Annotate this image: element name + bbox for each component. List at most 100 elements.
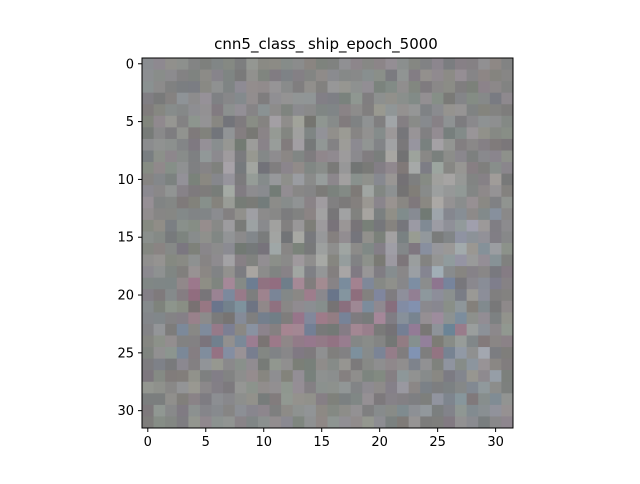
image-cell [211,231,224,244]
image-cell [362,289,375,302]
image-cell [327,104,340,117]
image-cell [397,381,410,394]
image-cell [153,58,166,70]
image-cell [362,254,375,267]
image-cell [281,231,294,244]
image-cell [397,416,410,429]
image-cell [327,289,340,302]
image-cell [408,150,421,163]
image-cell [431,162,444,175]
image-cell [339,416,352,429]
image-cell [142,266,154,279]
image-cell [455,347,468,360]
image-cell [455,196,468,209]
image-cell [142,358,154,371]
image-cell [339,104,352,117]
image-cell [188,196,201,209]
image-cell [304,277,317,290]
image-cell [362,266,375,279]
image-cell [269,300,282,313]
image-cell [362,347,375,360]
image-cell [431,115,444,128]
image-cell [199,58,212,70]
image-cell [188,289,201,302]
image-cell [269,323,282,336]
image-cell [350,266,363,279]
image-cell [327,323,340,336]
image-cell [443,81,456,94]
image-cell [397,347,410,360]
image-cell [478,335,491,348]
image-cell [223,335,236,348]
image-cell [455,173,468,186]
image-cell [304,289,317,302]
y-tick-label: 25 [117,346,134,361]
image-cell [199,92,212,105]
image-cell [385,416,398,429]
image-cell [269,150,282,163]
image-cell [188,312,201,325]
image-cell [246,393,259,406]
image-cell [420,370,433,383]
image-cell [176,196,189,209]
image-cell [153,162,166,175]
image-cell [142,219,154,232]
image-cell [234,323,247,336]
image-cell [420,115,433,128]
image-cell [176,138,189,151]
image-cell [257,196,270,209]
image-cell [142,115,154,128]
image-cell [211,219,224,232]
image-cell [176,289,189,302]
image-cell [199,115,212,128]
image-cell [443,92,456,105]
image-cell [165,231,178,244]
image-cell [234,277,247,290]
image-cell [397,358,410,371]
image-cell [466,300,479,313]
image-cell [234,358,247,371]
image-cell [327,393,340,406]
image-cell [292,208,305,221]
image-cell [339,150,352,163]
image-cell [199,231,212,244]
image-cell [466,104,479,117]
image-cell [420,358,433,371]
image-cell [223,162,236,175]
image-cell [315,254,328,267]
image-cell [234,208,247,221]
image-cell [455,231,468,244]
image-cell [327,58,340,70]
image-cell [165,127,178,140]
image-cell [443,104,456,117]
image-cell [385,243,398,255]
image-cell [153,289,166,302]
image-cell [397,138,410,151]
image-cell [246,416,259,429]
image-cell [327,312,340,325]
image-cell [234,92,247,105]
y-tick-label: 30 [117,404,134,419]
image-cell [431,196,444,209]
image-cell [304,173,317,186]
image-cell [327,277,340,290]
image-cell [188,231,201,244]
image-cell [501,335,514,348]
image-cell [397,219,410,232]
image-cell [223,115,236,128]
image-cell [443,127,456,140]
image-cell [269,381,282,394]
image-cell [246,277,259,290]
image-cell [199,69,212,82]
image-cell [373,289,386,302]
image-cell [246,358,259,371]
image-cell [339,323,352,336]
image-cell [443,404,456,417]
image-cell [304,69,317,82]
image-cell [397,104,410,117]
image-cell [142,208,154,221]
image-cell [269,162,282,175]
image-cell [443,335,456,348]
image-cell [246,92,259,105]
image-cell [420,81,433,94]
